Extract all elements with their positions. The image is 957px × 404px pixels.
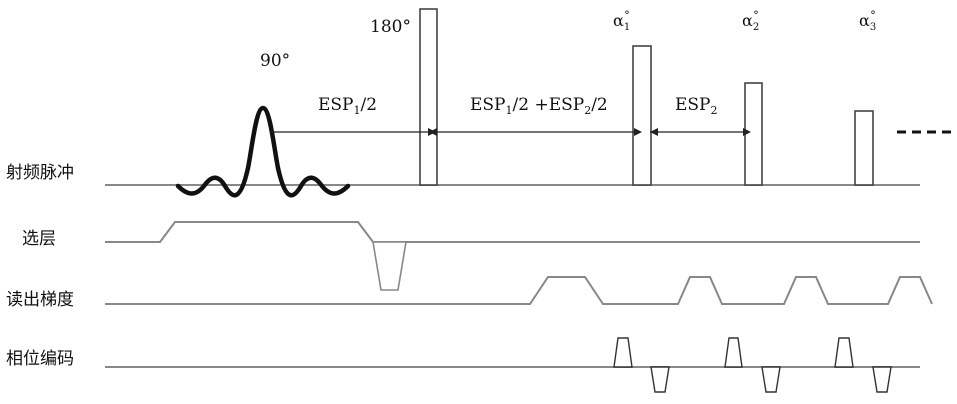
esp2-arrowhead-left: [650, 128, 658, 136]
esp2-label: ESP2: [675, 95, 718, 117]
phase-encode-1: [613, 337, 633, 368]
slice-select-trace: [105, 221, 920, 243]
row-label-phase: 相位编码: [6, 349, 74, 369]
excitation-sinc-pulse: [175, 105, 351, 198]
alpha-1-pulse: [632, 45, 652, 186]
phase-encode-3: [834, 337, 854, 368]
refocus-pulse: [419, 8, 438, 186]
phase-rewind-2: [761, 366, 781, 393]
esp1-half-label: ESP1/2: [318, 95, 377, 117]
phase-encode-2: [724, 337, 743, 368]
alpha-2-label: α2°: [742, 9, 759, 33]
readout-trace: [105, 276, 933, 305]
excitation-label: 90°: [260, 51, 290, 71]
row-label-readout: 读出梯度: [6, 290, 74, 310]
refocus-label: 180°: [370, 17, 411, 37]
alpha-2-pulse: [744, 82, 763, 186]
esp1-esp2-half-arrowhead-left: [429, 128, 437, 136]
alpha-3-label: α3°: [859, 9, 876, 33]
phase-rewind-3: [872, 366, 892, 393]
row-label-rf: 射频脉冲: [6, 163, 74, 183]
phase-rewind-1: [650, 366, 670, 393]
alpha-3-pulse: [854, 110, 874, 186]
esp1-esp2-half-label: ESP1/2 +ESP2/2: [470, 95, 608, 117]
esp1-esp2-half-arrowhead-right: [634, 128, 642, 136]
esp2-arrowhead-right: [743, 128, 751, 136]
slice-rephase-lobe: [372, 241, 407, 291]
row-label-slice: 选层: [22, 229, 56, 249]
alpha-1-label: α1°: [613, 9, 630, 33]
